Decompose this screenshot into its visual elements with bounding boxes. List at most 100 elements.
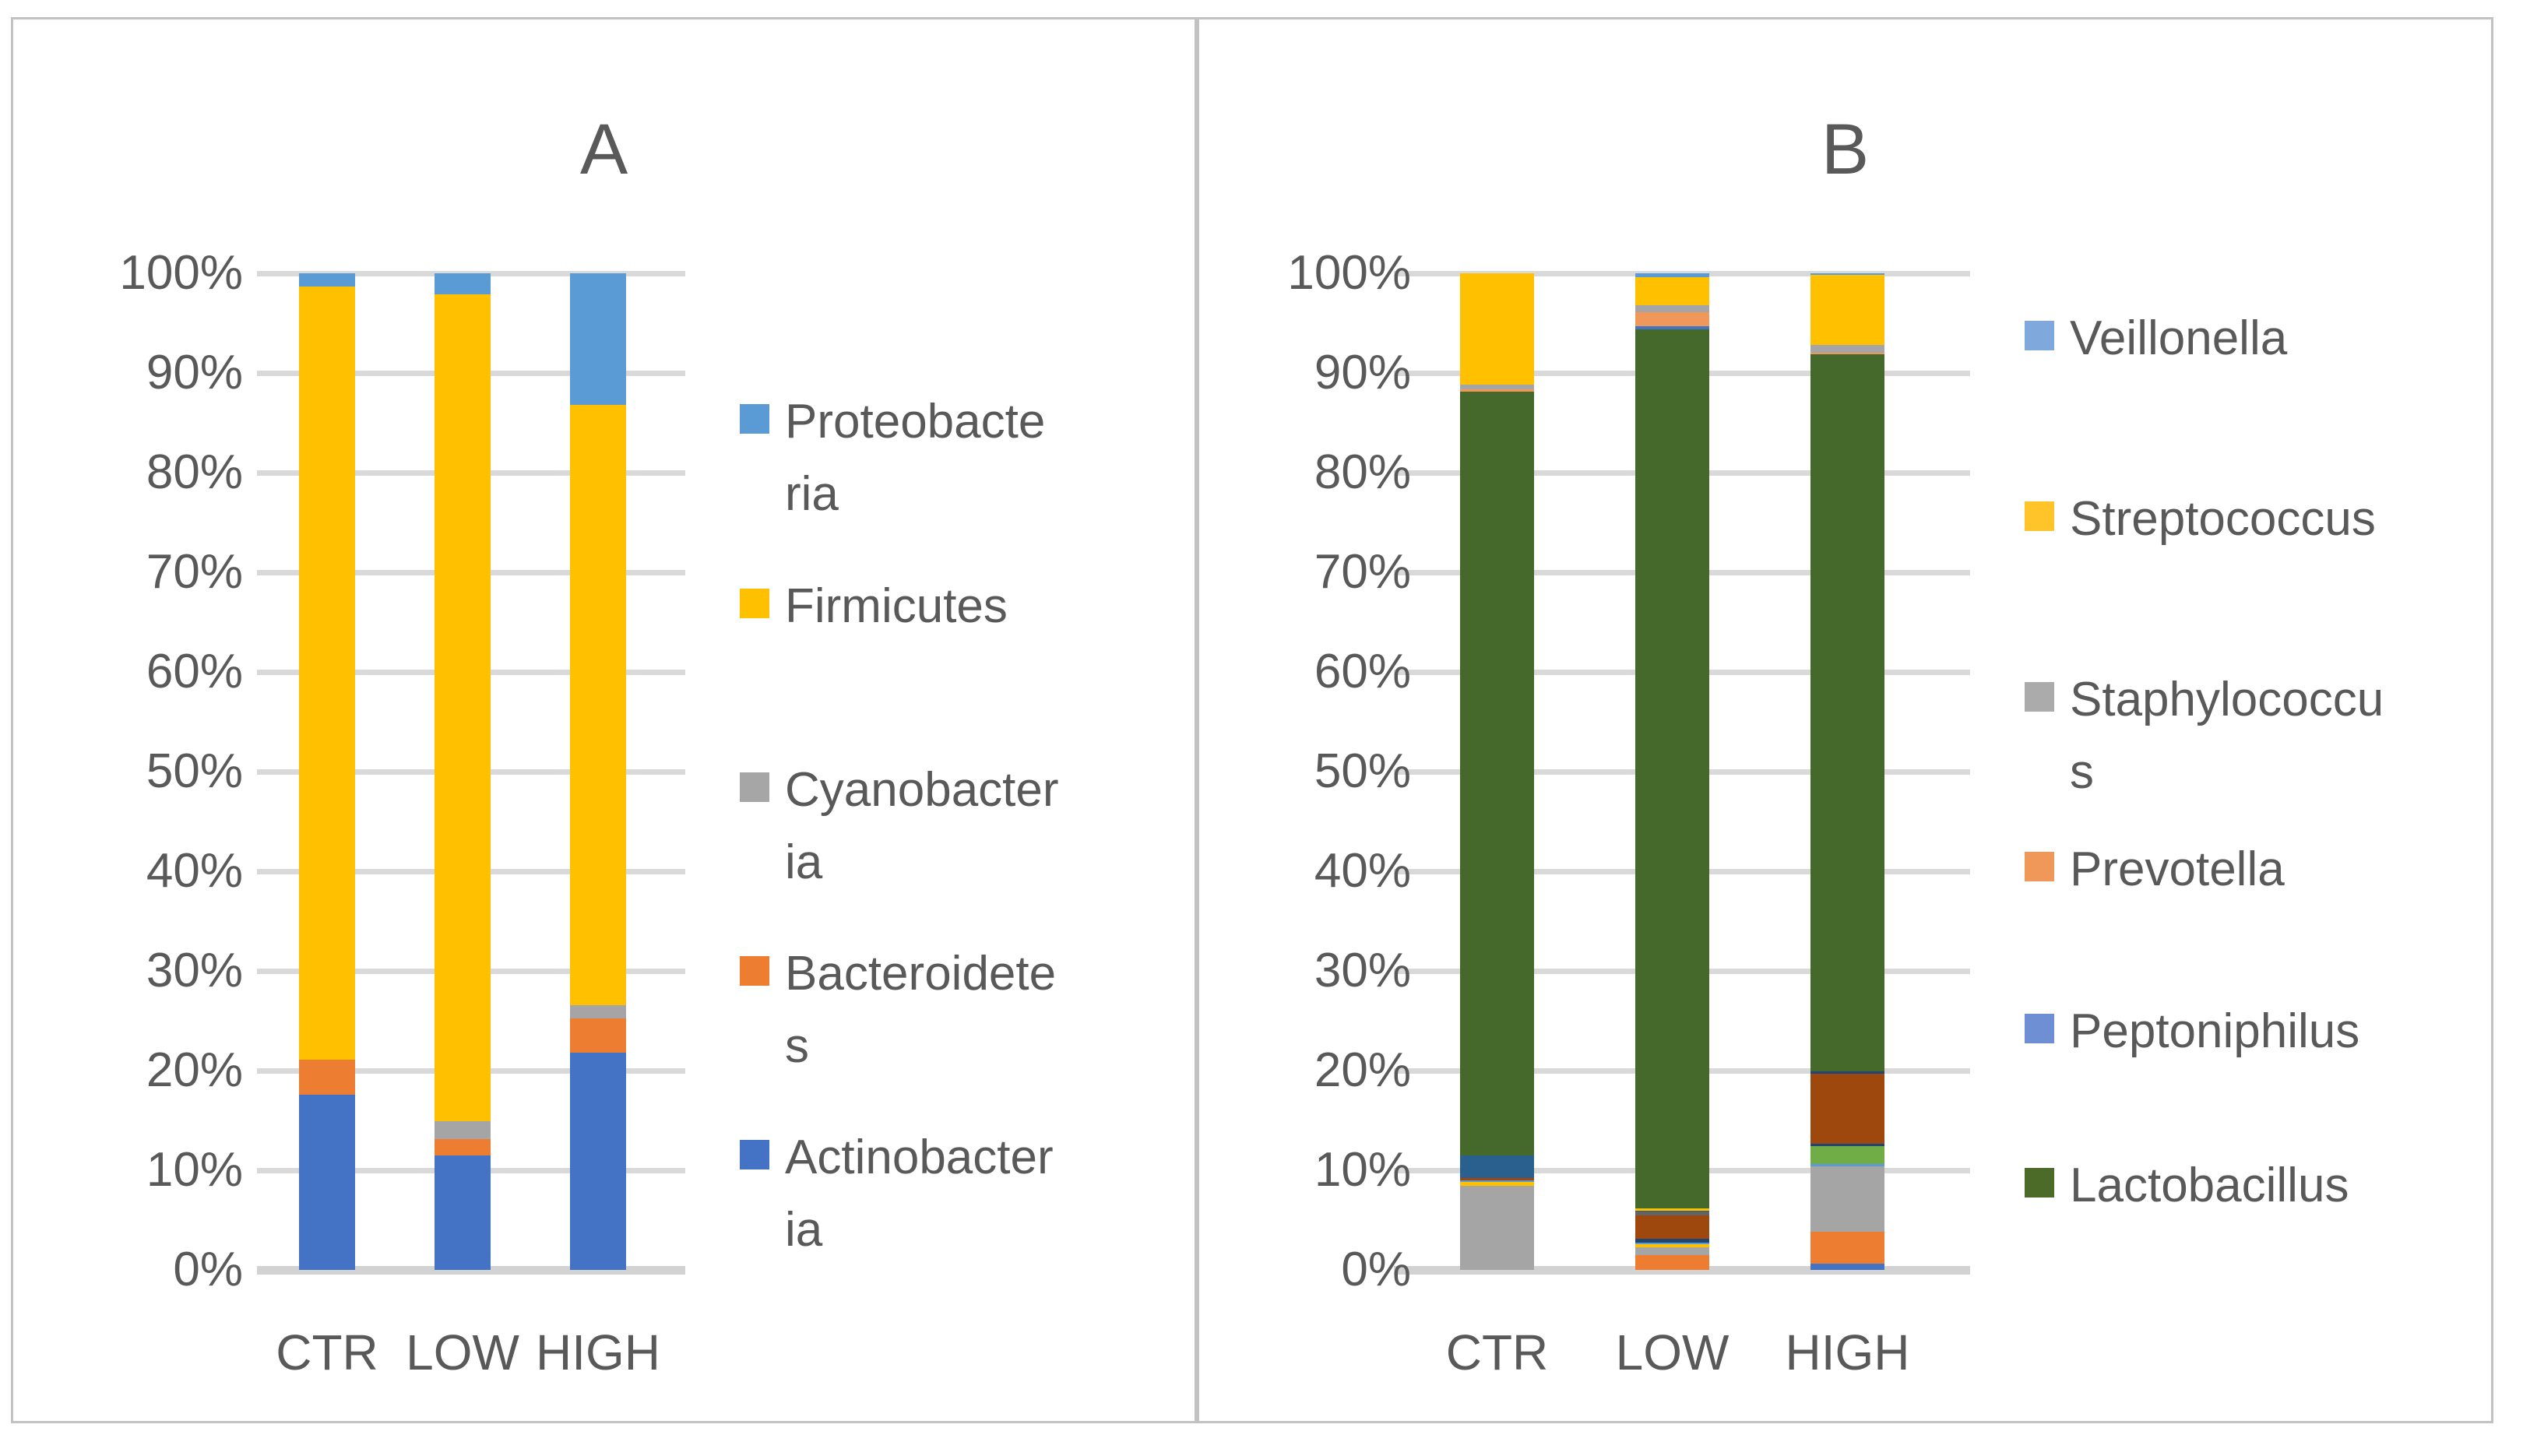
legend-swatch [740,589,769,618]
legend-label: Bacteroidete [785,947,1057,1001]
legend-label: Proteobacte [785,395,1046,448]
y-axis-tick-label: 20% [146,1043,243,1097]
bar-segment-lactobacillus [1460,392,1534,1156]
bar-segment-peptoniphilus [1810,1264,1884,1270]
category-label-ctr: CTR [1445,1324,1549,1380]
y-axis-tick-label: 0% [1341,1243,1411,1296]
bar-segment-lactobacillus [1810,354,1884,1072]
bar-segment-veillonella [1635,1242,1709,1245]
bar-segment-peptoniphilus [1635,325,1709,330]
y-axis-tick-label: 30% [1314,944,1411,997]
bar-segment-veillonella [1460,1180,1534,1183]
bar-segment-unlabeled [1635,1238,1709,1243]
x-axis-line [1394,1266,1970,1275]
y-axis-tick-label: 70% [1314,545,1411,599]
y-axis-tick-label: 10% [146,1143,243,1197]
stacked-bar-high [1810,273,1884,1270]
bar-segment-staphylococcus [1460,385,1534,389]
legend-swatch [2025,1168,2054,1198]
y-axis-tick-label: 50% [1314,744,1411,798]
legend-swatch [740,956,769,986]
stacked-bar-high [570,273,626,1270]
panel-title-b: B [1821,110,1870,189]
y-axis-tick-label: 100% [1287,246,1411,300]
bar-segment-unlabeled [1810,1073,1884,1144]
legend-label: Peptoniphilus [2070,1004,2360,1058]
bar-segment-staphylococcus [1810,1166,1884,1233]
bar-segment-unlabeled [1635,1254,1709,1270]
y-axis-tick-label: 90% [146,346,243,399]
bar-segment-unlabeled [1635,1212,1709,1216]
y-axis-tick-label: 40% [1314,844,1411,898]
bar-segment-unlabeled [1810,1146,1884,1164]
bar-segment-unlabeled [1810,1232,1884,1264]
bar-segment-proteobacteria [570,273,626,405]
y-axis-tick-label: 60% [146,645,243,698]
legend-label: ria [785,467,839,521]
category-label-low: LOW [1615,1324,1730,1380]
bar-segment-firmicutes [570,405,626,1005]
bar-segment-staphylococcus [1460,1186,1534,1270]
bar-segment-veillonella [1810,273,1884,276]
bar-segment-prevotella [1460,389,1534,392]
category-label-ctr: CTR [276,1324,378,1380]
category-label-low: LOW [406,1324,519,1380]
bar-segment-firmicutes [299,286,355,1060]
bar-segment-streptococcus [1460,1182,1534,1187]
bar-segment-veillonella [1810,1163,1884,1166]
y-axis-tick-label: 60% [1314,645,1411,698]
bar-segment-unlabeled [1635,1210,1709,1212]
bar-segment-actinobacteria [435,1155,491,1270]
stacked-bar-low [1635,273,1709,1270]
bar-segment-bacteroidetes [435,1139,491,1155]
bar-segment-unlabeled [1810,1143,1884,1147]
y-axis-tick-label: 90% [1314,346,1411,399]
bar-segment-streptococcus [1635,1208,1709,1211]
bar-segment-streptococcus [1810,275,1884,345]
legend-label: ia [785,1203,823,1257]
x-axis-line [257,1266,685,1275]
legend-swatch [2025,501,2054,531]
bar-segment-cyanobacteria [435,1121,491,1140]
y-axis-tick-label: 80% [146,445,243,499]
bar-segment-unlabeled [1635,1215,1709,1239]
legend-label: Lactobacillus [2070,1159,2349,1212]
legend-swatch [2025,321,2054,350]
legend-label: Cyanobacter [785,763,1059,817]
y-axis-tick-label: 10% [1314,1143,1411,1197]
bar-segment-unlabeled [1460,1155,1534,1178]
legend-label: s [2070,745,2094,799]
bar-segment-cyanobacteria [570,1004,626,1019]
legend-swatch [740,1140,769,1169]
bar-segment-proteobacteria [435,273,491,294]
bar-segment-lactobacillus [1635,329,1709,1208]
y-axis-tick-label: 20% [1314,1043,1411,1097]
y-axis-tick-label: 80% [1314,445,1411,499]
legend-swatch [740,404,769,434]
bar-segment-bacteroidetes [299,1059,355,1095]
y-axis-tick-label: 0% [173,1243,243,1296]
y-axis-tick-label: 70% [146,545,243,599]
legend-label: Firmicutes [785,579,1008,633]
y-axis-tick-label: 30% [146,944,243,997]
legend-label: Veillonella [2070,311,2288,365]
bar-segment-unlabeled [1460,1177,1534,1181]
legend-label: Prevotella [2070,842,2285,896]
panel-title-a: A [579,110,628,189]
bar-segment-actinobacteria [299,1094,355,1270]
legend-label: Streptococcus [2070,492,2376,546]
bar-segment-actinobacteria [570,1052,626,1270]
bar-segment-streptococcus [1635,277,1709,306]
legend-swatch [2025,682,2054,712]
bar-segment-bacteroidetes [570,1018,626,1053]
legend-swatch [2025,852,2054,881]
stacked-bar-ctr [299,273,355,1270]
bar-segment-veillonella [1635,273,1709,278]
legend-swatch [740,772,769,802]
legend-label: Staphylococcu [2070,673,2384,726]
legend-swatch [2025,1014,2054,1043]
bar-segment-firmicutes [435,294,491,1122]
bar-segment-staphylococcus [1635,1247,1709,1255]
bar-segment-streptococcus [1635,1244,1709,1247]
